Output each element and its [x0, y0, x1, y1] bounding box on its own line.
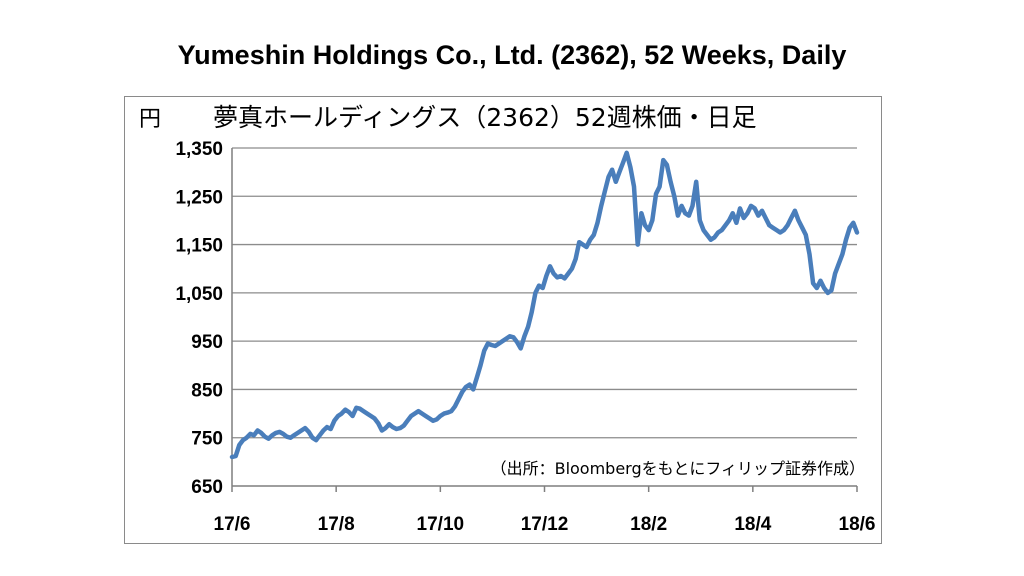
- page-title: Yumeshin Holdings Co., Ltd. (2362), 52 W…: [177, 40, 847, 70]
- y-tick-labels: 1,350 1,250 1,150 1,050 950 850 750 650: [175, 139, 223, 498]
- x-tick-label: 17/6: [214, 514, 251, 535]
- gridlines: [232, 147, 857, 439]
- y-tick-label: 950: [191, 332, 223, 353]
- x-tick-labels: 17/6 17/8 17/10 17/12 18/2 18/4 18/6: [214, 514, 876, 535]
- y-tick-label: 1,350: [175, 139, 223, 160]
- chart-title: 夢真ホールディングス（2362）52週株価・日足: [213, 103, 757, 132]
- y-tick-label: 1,050: [175, 284, 223, 305]
- x-tick-label: 17/8: [318, 514, 355, 535]
- chart-frame: [124, 96, 882, 544]
- y-tick-label: 1,150: [175, 236, 223, 257]
- y-tick-label: 750: [191, 429, 223, 450]
- x-tick-label: 17/12: [521, 514, 569, 535]
- x-tick-label: 18/4: [734, 514, 771, 535]
- axes: [231, 148, 858, 492]
- y-tick-label: 1,250: [175, 187, 223, 208]
- source-note: （出所：Bloombergをもとにフィリップ証券作成）: [491, 459, 865, 478]
- x-tick-label: 18/6: [839, 514, 876, 535]
- x-tick-label: 18/2: [630, 514, 667, 535]
- y-tick-label: 650: [191, 477, 223, 498]
- y-unit-label: 円: [139, 107, 161, 132]
- x-tick-label: 17/10: [417, 514, 465, 535]
- y-tick-label: 850: [191, 380, 223, 401]
- series-line-price: [229, 150, 860, 460]
